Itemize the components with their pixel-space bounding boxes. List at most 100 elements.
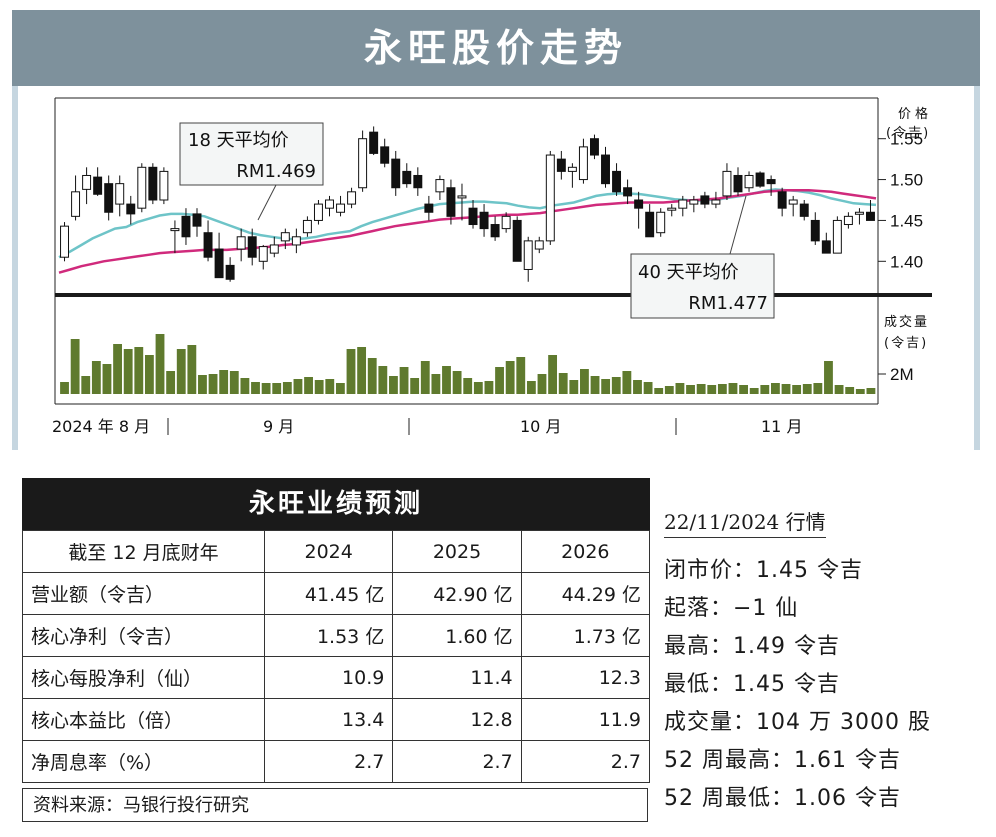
table-cell: 1.73 亿 bbox=[520, 614, 651, 657]
candle-body bbox=[82, 174, 92, 190]
candle-body bbox=[556, 158, 566, 172]
table-cell: 13.4 bbox=[263, 698, 394, 741]
table-row: 核心净利（令吉） 1.53 亿 1.60 亿 1.73 亿 bbox=[22, 614, 651, 657]
volume-bar bbox=[845, 387, 855, 394]
volume-bar bbox=[91, 361, 101, 394]
candle-body bbox=[225, 264, 235, 280]
volume-bar bbox=[314, 380, 324, 394]
volume-bar bbox=[293, 379, 303, 394]
volume-tick-label: 2M bbox=[890, 365, 914, 384]
volume-bar bbox=[410, 378, 420, 394]
chart-panel: 1.55 1.50 1.45 1.40 价格 (令吉) 2M 成交量 (令吉) 18 天平均价 RM… bbox=[18, 86, 974, 456]
table-cell: 42.90 亿 bbox=[392, 572, 522, 615]
table-cell: 44.29 亿 bbox=[520, 572, 651, 615]
candle-body bbox=[755, 172, 765, 187]
quote-52w-high: 52 周最高：1.61 令吉 bbox=[664, 748, 901, 773]
candle-body bbox=[788, 199, 798, 205]
table-cell: 12.8 bbox=[392, 698, 522, 741]
candle-body bbox=[137, 166, 147, 209]
ma40-callout-box bbox=[630, 253, 775, 319]
volume-bar bbox=[654, 388, 664, 394]
quote-low: 最低：1.45 令吉 bbox=[664, 672, 840, 697]
volume-bar bbox=[590, 376, 600, 394]
quote-date: 22/11/2024 行情 bbox=[664, 506, 826, 538]
header-cell: 2025 bbox=[392, 530, 522, 573]
quote-close: 闭市价：1.45 令吉 bbox=[664, 558, 863, 583]
candle-body bbox=[358, 138, 368, 189]
volume-bar bbox=[452, 371, 462, 394]
price-tick-label: 1.40 bbox=[890, 252, 923, 271]
quote-volume: 成交量：104 万 3000 股 bbox=[664, 710, 931, 735]
table-cell: 1.60 亿 bbox=[392, 614, 522, 657]
source-note: 资料来源：马银行投行研究 bbox=[22, 788, 648, 822]
price-tick-label: 1.50 bbox=[890, 171, 923, 190]
candle-body bbox=[391, 158, 401, 189]
volume-bar bbox=[166, 371, 176, 394]
candle-body bbox=[93, 176, 103, 195]
row-label: 核心每股净利（仙） bbox=[22, 656, 265, 699]
volume-bar bbox=[675, 383, 685, 394]
candle-body bbox=[60, 225, 69, 258]
table-row: 核心本益比（倍） 13.4 12.8 11.9 bbox=[22, 698, 651, 741]
ma18-callout-value: RM1.469 bbox=[236, 161, 316, 182]
volume-bar bbox=[771, 383, 780, 394]
volume-bar bbox=[707, 385, 717, 394]
candle-body bbox=[181, 215, 191, 238]
candle-body bbox=[634, 199, 644, 209]
volume-axis-unit: (令吉) bbox=[884, 336, 928, 351]
table-row: 核心每股净利（仙） 10.9 11.4 12.3 bbox=[22, 656, 651, 699]
row-label: 核心本益比（倍） bbox=[22, 698, 265, 741]
volume-bar bbox=[463, 378, 473, 394]
volume-bar bbox=[325, 379, 335, 394]
table-row: 营业额（令吉） 41.45 亿 42.90 亿 44.29 亿 bbox=[22, 572, 651, 615]
volume-bar bbox=[134, 347, 144, 394]
table-cell: 2.7 bbox=[392, 740, 522, 783]
volume-bar bbox=[123, 349, 133, 394]
header-cell: 截至 12 月底财年 bbox=[22, 530, 265, 573]
price-tick-label: 1.55 bbox=[890, 130, 923, 149]
volume-bar bbox=[760, 385, 770, 394]
volume-bar bbox=[113, 344, 122, 394]
volume-bar bbox=[389, 376, 398, 394]
volume-bar bbox=[282, 382, 292, 394]
candle-body bbox=[214, 248, 224, 279]
candle-body bbox=[523, 240, 533, 270]
quote-52w-low: 52 周最低：1.06 令吉 bbox=[664, 786, 901, 811]
volume-bar bbox=[335, 383, 345, 394]
volume-bar bbox=[155, 334, 165, 394]
candle-body bbox=[380, 146, 390, 164]
volume-bar bbox=[272, 383, 282, 394]
x-axis-label: 9 月 bbox=[263, 417, 294, 436]
candle-body bbox=[369, 131, 379, 154]
volume-axis-title: 成交量 bbox=[884, 314, 929, 330]
volume-bar bbox=[346, 349, 356, 394]
x-axis-label: 11 月 bbox=[761, 417, 802, 436]
quote-high: 最高：1.49 令吉 bbox=[664, 634, 840, 659]
volume-bar bbox=[431, 374, 441, 394]
candle-body bbox=[457, 195, 467, 199]
volume-bar bbox=[728, 383, 738, 394]
table-row: 净周息率（%） 2.7 2.7 2.7 bbox=[22, 740, 651, 783]
volume-bar bbox=[855, 389, 865, 394]
volume-bar bbox=[569, 380, 579, 394]
price-tick-label: 1.45 bbox=[890, 211, 923, 230]
candle-body bbox=[170, 228, 180, 232]
x-axis-label: 10 月 bbox=[520, 417, 561, 436]
volume-bar bbox=[357, 347, 367, 394]
volume-bar bbox=[442, 366, 451, 394]
candle-body bbox=[623, 187, 633, 197]
candle-body bbox=[799, 203, 809, 217]
candle-body bbox=[490, 224, 500, 238]
table-cell: 2.7 bbox=[520, 740, 651, 783]
candle-body bbox=[247, 236, 257, 258]
volume-bar bbox=[824, 361, 833, 394]
candle-body bbox=[567, 166, 577, 172]
candle-body bbox=[336, 203, 346, 213]
table-cell: 11.4 bbox=[392, 656, 522, 699]
forecast-table: 截至 12 月底财年 2024 2025 2026 营业额（令吉） 41.45 … bbox=[22, 530, 651, 783]
volume-bar bbox=[208, 374, 218, 394]
candle-body bbox=[545, 154, 555, 242]
chart-title: 永旺股价走势 bbox=[12, 10, 980, 86]
candle-body bbox=[115, 183, 125, 205]
table-cell: 10.9 bbox=[263, 656, 394, 699]
